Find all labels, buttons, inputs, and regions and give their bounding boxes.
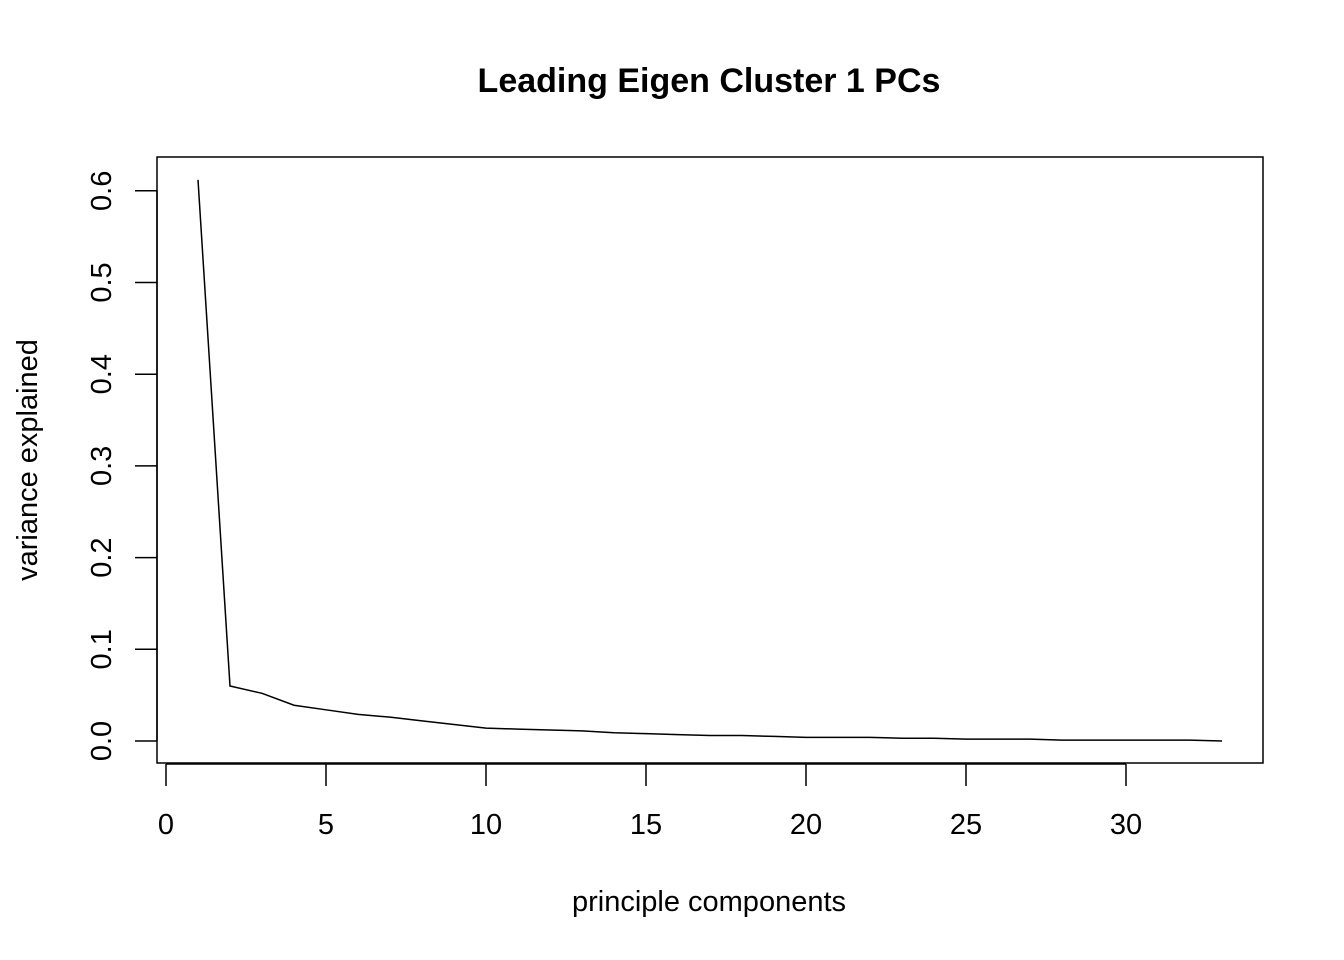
series-line: [197, 179, 1223, 742]
y-tick-label: 0.3: [86, 446, 118, 486]
x-tick-label: 15: [630, 809, 662, 841]
y-tick-label: 0.5: [86, 262, 118, 302]
x-tick-label: 0: [158, 809, 174, 841]
chart-title: Leading Eigen Cluster 1 PCs: [478, 62, 941, 100]
y-tick-label: 0.1: [86, 629, 118, 669]
x-tick-label: 5: [318, 809, 334, 841]
y-axis-label: variance explained: [12, 339, 44, 581]
y-axis: 0.0 0.1 0.2 0.3 0.4 0.5 0.6: [86, 171, 158, 761]
x-axis-label: principle components: [572, 886, 846, 918]
x-axis: 0 5 10 15 20 25 30: [158, 763, 1142, 841]
plot-frame: [156, 156, 1264, 764]
y-tick-label: 0.0: [86, 721, 118, 761]
x-tick-label: 10: [470, 809, 502, 841]
y-tick-label: 0.4: [86, 354, 118, 394]
x-tick-label: 25: [950, 809, 982, 841]
y-tick-label: 0.6: [86, 171, 118, 211]
x-tick-label: 30: [1110, 809, 1142, 841]
y-tick-label: 0.2: [86, 537, 118, 577]
x-tick-label: 20: [790, 809, 822, 841]
